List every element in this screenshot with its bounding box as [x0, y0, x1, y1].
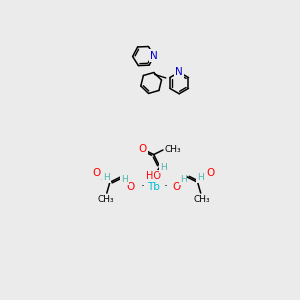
- Text: H: H: [197, 173, 204, 182]
- Text: HO: HO: [146, 171, 161, 181]
- Text: ·: ·: [140, 180, 144, 194]
- Text: Tb: Tb: [147, 182, 160, 192]
- Text: O: O: [139, 144, 147, 154]
- Text: H: H: [160, 163, 167, 172]
- Text: O: O: [173, 182, 181, 192]
- Text: H: H: [180, 175, 186, 184]
- Text: O: O: [127, 182, 135, 192]
- Text: N: N: [150, 51, 158, 61]
- Text: O: O: [207, 168, 215, 178]
- Text: ·: ·: [163, 180, 167, 194]
- Text: CH₃: CH₃: [98, 195, 114, 204]
- Text: CH₃: CH₃: [164, 145, 181, 154]
- Text: H: H: [121, 175, 128, 184]
- Text: CH₃: CH₃: [193, 195, 210, 204]
- Text: O: O: [93, 168, 101, 178]
- Text: N: N: [175, 67, 183, 77]
- Text: H: H: [103, 173, 110, 182]
